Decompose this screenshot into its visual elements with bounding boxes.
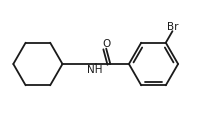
Text: Br: Br — [167, 22, 179, 32]
Text: NH: NH — [87, 65, 102, 75]
Text: O: O — [102, 39, 110, 49]
